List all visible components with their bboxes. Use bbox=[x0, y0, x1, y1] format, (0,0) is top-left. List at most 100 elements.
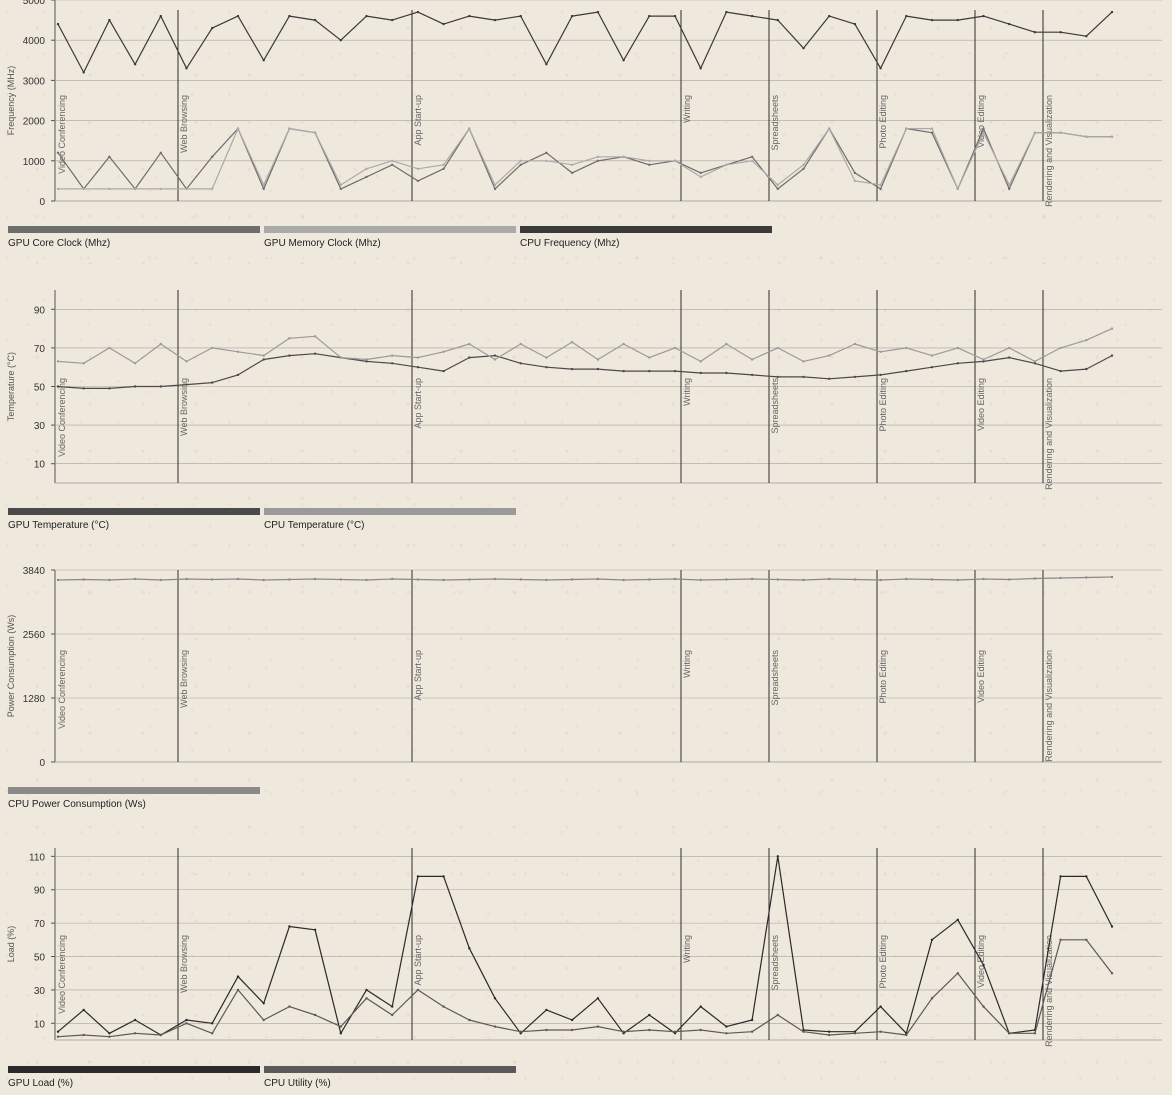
data-point bbox=[1008, 1032, 1011, 1035]
data-point bbox=[56, 385, 60, 388]
series-line-cpu-power-consumption-ws bbox=[57, 576, 1113, 581]
data-point bbox=[879, 67, 882, 70]
data-point bbox=[776, 855, 779, 858]
data-point bbox=[1033, 577, 1037, 580]
data-point bbox=[56, 360, 60, 363]
data-point bbox=[391, 577, 394, 581]
data-point bbox=[442, 369, 445, 373]
data-point bbox=[133, 577, 137, 581]
data-point bbox=[442, 578, 445, 582]
data-point bbox=[519, 1030, 522, 1033]
y-tick-label: 70 bbox=[34, 919, 46, 930]
legend-label-cpu-utility: CPU Utility (%) bbox=[264, 1078, 331, 1089]
data-point bbox=[750, 159, 754, 162]
data-point bbox=[725, 1025, 728, 1028]
data-point bbox=[1085, 938, 1088, 941]
data-point bbox=[699, 175, 702, 179]
data-point bbox=[442, 163, 445, 166]
data-point bbox=[750, 1030, 754, 1033]
y-axis-label: Temperature (°C) bbox=[6, 352, 16, 421]
data-point bbox=[313, 335, 317, 338]
data-point bbox=[570, 1028, 574, 1032]
data-point bbox=[648, 163, 651, 166]
data-point bbox=[596, 159, 600, 162]
data-point bbox=[699, 171, 702, 175]
data-point bbox=[391, 163, 394, 166]
segment-label-photo-editing: Photo Editing bbox=[878, 95, 888, 149]
data-point bbox=[956, 362, 959, 365]
data-point bbox=[648, 369, 651, 373]
data-point bbox=[725, 578, 728, 581]
data-point bbox=[288, 127, 291, 130]
data-point bbox=[288, 925, 291, 928]
data-point bbox=[288, 337, 291, 340]
data-point bbox=[776, 578, 779, 581]
data-point bbox=[930, 578, 934, 581]
data-point bbox=[1110, 575, 1114, 579]
data-point bbox=[750, 577, 754, 581]
segment-label-web-browsing: Web Browsing bbox=[179, 650, 189, 708]
data-point bbox=[982, 14, 985, 18]
data-point bbox=[725, 10, 728, 14]
data-point bbox=[211, 1032, 214, 1035]
data-point bbox=[545, 578, 548, 582]
data-point bbox=[493, 1025, 497, 1028]
data-point bbox=[416, 875, 420, 878]
data-point bbox=[391, 362, 394, 365]
data-point bbox=[236, 14, 240, 18]
data-point bbox=[339, 1032, 342, 1035]
data-point bbox=[108, 1032, 111, 1035]
segment-label-video-editing: Video Editing bbox=[976, 95, 986, 148]
legend-swatch-gpu-memory-clock-mhz bbox=[264, 226, 516, 233]
y-tick-label: 10 bbox=[34, 460, 46, 471]
data-point bbox=[159, 578, 162, 582]
data-point bbox=[596, 10, 600, 14]
segment-label-video-conferencing: Video Conferencing bbox=[57, 650, 67, 729]
data-point bbox=[853, 179, 857, 183]
data-point bbox=[699, 1005, 702, 1008]
data-point bbox=[802, 360, 805, 363]
data-point bbox=[545, 151, 548, 154]
y-tick-label: 90 bbox=[34, 886, 46, 897]
data-point bbox=[133, 362, 137, 365]
data-point bbox=[673, 159, 677, 162]
data-point bbox=[442, 22, 445, 26]
data-point bbox=[56, 187, 60, 191]
data-point bbox=[313, 18, 317, 22]
y-tick-label: 2560 bbox=[23, 630, 46, 641]
data-point bbox=[956, 18, 959, 22]
data-point bbox=[1085, 367, 1088, 371]
data-point bbox=[108, 155, 111, 158]
legend-label-gpu-core-clock-mhz: GPU Core Clock (Mhz) bbox=[8, 238, 110, 249]
data-point bbox=[519, 14, 522, 18]
data-point bbox=[365, 175, 368, 179]
data-point bbox=[982, 131, 985, 134]
data-point bbox=[1110, 925, 1114, 928]
data-point bbox=[853, 578, 857, 581]
data-point bbox=[262, 578, 265, 582]
data-point bbox=[725, 371, 728, 375]
data-point bbox=[108, 387, 111, 390]
y-tick-label: 90 bbox=[34, 305, 46, 316]
data-point bbox=[1110, 354, 1114, 357]
data-point bbox=[570, 1018, 574, 1022]
data-point bbox=[879, 1005, 882, 1008]
data-point bbox=[1059, 346, 1062, 350]
data-point bbox=[468, 14, 471, 18]
data-point bbox=[1085, 875, 1088, 878]
data-point bbox=[391, 18, 394, 22]
data-point bbox=[699, 371, 702, 375]
y-tick-label: 50 bbox=[34, 953, 46, 964]
data-point bbox=[391, 1013, 394, 1017]
data-point bbox=[776, 375, 779, 379]
segment-label-video-conferencing: Video Conferencing bbox=[57, 95, 67, 174]
data-point bbox=[1008, 578, 1011, 581]
data-point bbox=[750, 1018, 754, 1022]
data-point bbox=[185, 1018, 188, 1022]
data-point bbox=[82, 578, 85, 581]
segment-label-writing: Writing bbox=[682, 935, 692, 963]
data-point bbox=[82, 362, 85, 365]
data-point bbox=[313, 577, 317, 581]
data-point bbox=[622, 342, 625, 346]
data-point bbox=[468, 1018, 471, 1022]
